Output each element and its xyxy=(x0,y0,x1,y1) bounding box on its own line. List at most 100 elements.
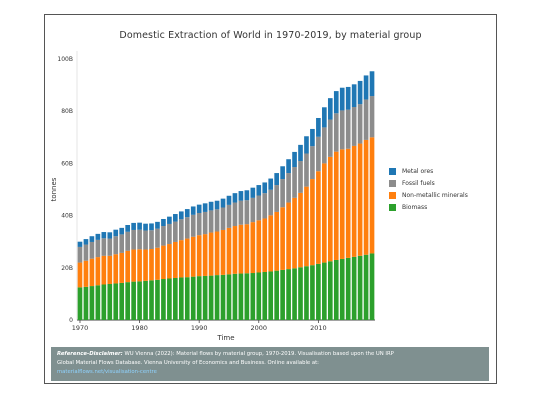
bar-non-metallic-minerals-2000 xyxy=(256,220,262,273)
bar-non-metallic-minerals-1992 xyxy=(208,232,214,276)
bar-biomass-1974 xyxy=(101,284,107,320)
bar-metal-ores-1991 xyxy=(202,203,208,212)
bar-biomass-2003 xyxy=(274,270,279,320)
bar-non-metallic-minerals-1993 xyxy=(214,231,220,276)
bar-metal-ores-1996 xyxy=(232,193,238,203)
y-tick-label: 80B xyxy=(61,108,73,115)
bar-non-metallic-minerals-1970 xyxy=(77,262,83,288)
bar-metal-ores-2000 xyxy=(256,185,262,196)
bar-metal-ores-1975 xyxy=(107,232,113,239)
bar-biomass-2013 xyxy=(333,259,339,320)
bar-metal-ores-1988 xyxy=(184,209,190,218)
bar-metal-ores-1983 xyxy=(155,221,160,229)
bar-metal-ores-1974 xyxy=(101,232,107,239)
legend-item-biomass[interactable]: Biomass xyxy=(389,201,468,213)
legend-label: Non-metallic minerals xyxy=(402,191,468,199)
legend-item-non-metallic-minerals[interactable]: Non-metallic minerals xyxy=(389,189,468,201)
bar-fossil-fuels-1979 xyxy=(131,229,136,250)
bar-fossil-fuels-1974 xyxy=(101,238,107,256)
bar-biomass-1989 xyxy=(190,276,196,320)
bar-fossil-fuels-1986 xyxy=(173,221,178,242)
bar-non-metallic-minerals-1976 xyxy=(113,254,119,284)
bar-biomass-1987 xyxy=(178,277,184,320)
reference-disclaimer: Reference-Disclaimer: WU Vienna (2022): … xyxy=(51,347,489,381)
bar-fossil-fuels-2001 xyxy=(262,193,268,219)
bar-non-metallic-minerals-1987 xyxy=(178,240,184,278)
legend-swatch xyxy=(389,167,396,175)
bar-fossil-fuels-2016 xyxy=(351,107,357,146)
x-axis-label: Time xyxy=(216,334,234,342)
bar-biomass-1997 xyxy=(238,273,244,320)
bar-non-metallic-minerals-2016 xyxy=(351,145,357,257)
bar-non-metallic-minerals-1984 xyxy=(161,245,166,280)
bar-biomass-1982 xyxy=(149,280,154,320)
bar-biomass-1983 xyxy=(155,279,160,320)
bar-metal-ores-2010 xyxy=(316,117,321,137)
bar-fossil-fuels-2017 xyxy=(357,104,363,144)
bar-fossil-fuels-2008 xyxy=(304,153,309,187)
disclaimer-line-2: Global Material Flows Database. Vienna U… xyxy=(57,360,319,366)
bar-metal-ores-2001 xyxy=(262,182,268,194)
bar-biomass-2018 xyxy=(363,254,369,320)
disclaimer-line-1: WU Vienna (2022): Material flows by mate… xyxy=(124,351,394,357)
bar-fossil-fuels-1970 xyxy=(77,246,83,263)
bar-biomass-2016 xyxy=(351,256,357,320)
bar-non-metallic-minerals-1990 xyxy=(196,235,202,277)
bar-biomass-2009 xyxy=(310,265,315,320)
chart-legend: Metal ores Fossil fuels Non-metallic min… xyxy=(389,165,468,213)
bar-fossil-fuels-1998 xyxy=(244,200,250,225)
bar-fossil-fuels-1975 xyxy=(107,238,113,256)
bar-fossil-fuels-2010 xyxy=(316,136,321,172)
bar-fossil-fuels-1991 xyxy=(202,211,208,235)
bar-non-metallic-minerals-2017 xyxy=(357,143,363,256)
bar-metal-ores-1998 xyxy=(244,190,250,201)
bar-biomass-1999 xyxy=(250,273,256,320)
legend-swatch xyxy=(389,179,396,187)
x-tick-label: 1980 xyxy=(131,324,148,332)
bar-non-metallic-minerals-2008 xyxy=(304,186,309,267)
legend-item-metal-ores[interactable]: Metal ores xyxy=(389,165,468,177)
disclaimer-link[interactable]: materialflows.net/visualisation-centre xyxy=(57,369,157,375)
bar-non-metallic-minerals-2019 xyxy=(369,137,375,254)
bar-non-metallic-minerals-2004 xyxy=(280,207,285,270)
bar-fossil-fuels-2015 xyxy=(345,109,351,149)
bar-biomass-2001 xyxy=(262,271,268,320)
disclaimer-label: Reference-Disclaimer: xyxy=(57,351,123,357)
bar-non-metallic-minerals-1998 xyxy=(244,224,250,274)
bar-metal-ores-1987 xyxy=(178,211,184,220)
bar-biomass-1972 xyxy=(89,286,95,320)
bar-metal-ores-2019 xyxy=(369,71,375,97)
bar-fossil-fuels-1972 xyxy=(89,241,95,259)
bar-biomass-1978 xyxy=(125,282,130,320)
bar-biomass-1976 xyxy=(113,283,119,320)
bar-metal-ores-2013 xyxy=(333,91,339,114)
bar-metal-ores-1985 xyxy=(167,216,172,224)
bar-metal-ores-1981 xyxy=(143,223,148,231)
bar-non-metallic-minerals-1972 xyxy=(89,258,95,287)
bar-biomass-2014 xyxy=(339,258,345,320)
y-axis-label: tonnes xyxy=(50,177,58,201)
bar-metal-ores-2018 xyxy=(363,75,369,100)
bar-non-metallic-minerals-1975 xyxy=(107,255,113,284)
y-tick-label: 20B xyxy=(61,265,73,272)
bar-fossil-fuels-1988 xyxy=(184,217,190,239)
bar-biomass-1991 xyxy=(202,275,208,320)
bar-metal-ores-2006 xyxy=(292,151,297,168)
bar-biomass-1988 xyxy=(184,277,190,320)
bar-biomass-2006 xyxy=(292,268,297,320)
bar-metal-ores-1976 xyxy=(113,229,119,237)
bar-non-metallic-minerals-2013 xyxy=(333,151,339,260)
x-tick-label: 2000 xyxy=(251,324,268,332)
bar-non-metallic-minerals-1981 xyxy=(143,249,148,281)
bar-metal-ores-1997 xyxy=(238,191,244,201)
bar-non-metallic-minerals-1988 xyxy=(184,238,190,278)
bar-fossil-fuels-2006 xyxy=(292,167,297,198)
bar-fossil-fuels-2012 xyxy=(327,119,333,157)
legend-item-fossil-fuels[interactable]: Fossil fuels xyxy=(389,177,468,189)
bar-metal-ores-1993 xyxy=(214,200,220,210)
bar-fossil-fuels-1971 xyxy=(83,244,89,261)
bar-fossil-fuels-1999 xyxy=(250,197,256,223)
bar-metal-ores-2015 xyxy=(345,86,351,110)
bar-non-metallic-minerals-1999 xyxy=(250,222,256,274)
y-tick-label: 0 xyxy=(69,317,73,324)
